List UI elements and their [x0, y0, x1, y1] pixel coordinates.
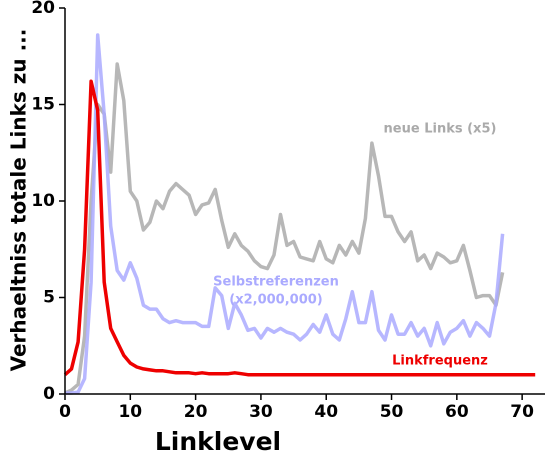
y-axis-label: Verhaeltniss totale Links zu ...	[7, 29, 31, 372]
x-tick-label: 30	[249, 402, 273, 422]
y-tick-label: 20	[31, 0, 55, 18]
y-tick-label: 0	[43, 384, 55, 404]
x-tick-label: 0	[59, 402, 71, 422]
x-tick-label: 10	[118, 402, 142, 422]
series-line	[63, 79, 536, 377]
y-tick-label: 5	[43, 288, 55, 308]
annotation: neue Links (x5)	[384, 122, 497, 137]
x-tick-label: 50	[380, 402, 404, 422]
annotation: (x2,000,000)	[229, 293, 322, 308]
x-axis-label: Linklevel	[155, 427, 281, 456]
x-tick-label: 70	[510, 402, 534, 422]
annotation: Selbstreferenzen	[213, 275, 339, 290]
annotation: Linkfrequenz	[392, 354, 488, 369]
y-tick-label: 10	[31, 191, 55, 211]
x-tick-label: 60	[445, 402, 469, 422]
series-line	[65, 33, 505, 395]
x-tick-label: 40	[314, 402, 338, 422]
y-tick-label: 15	[31, 95, 55, 115]
series-line	[64, 62, 505, 395]
x-tick-label: 20	[184, 402, 208, 422]
